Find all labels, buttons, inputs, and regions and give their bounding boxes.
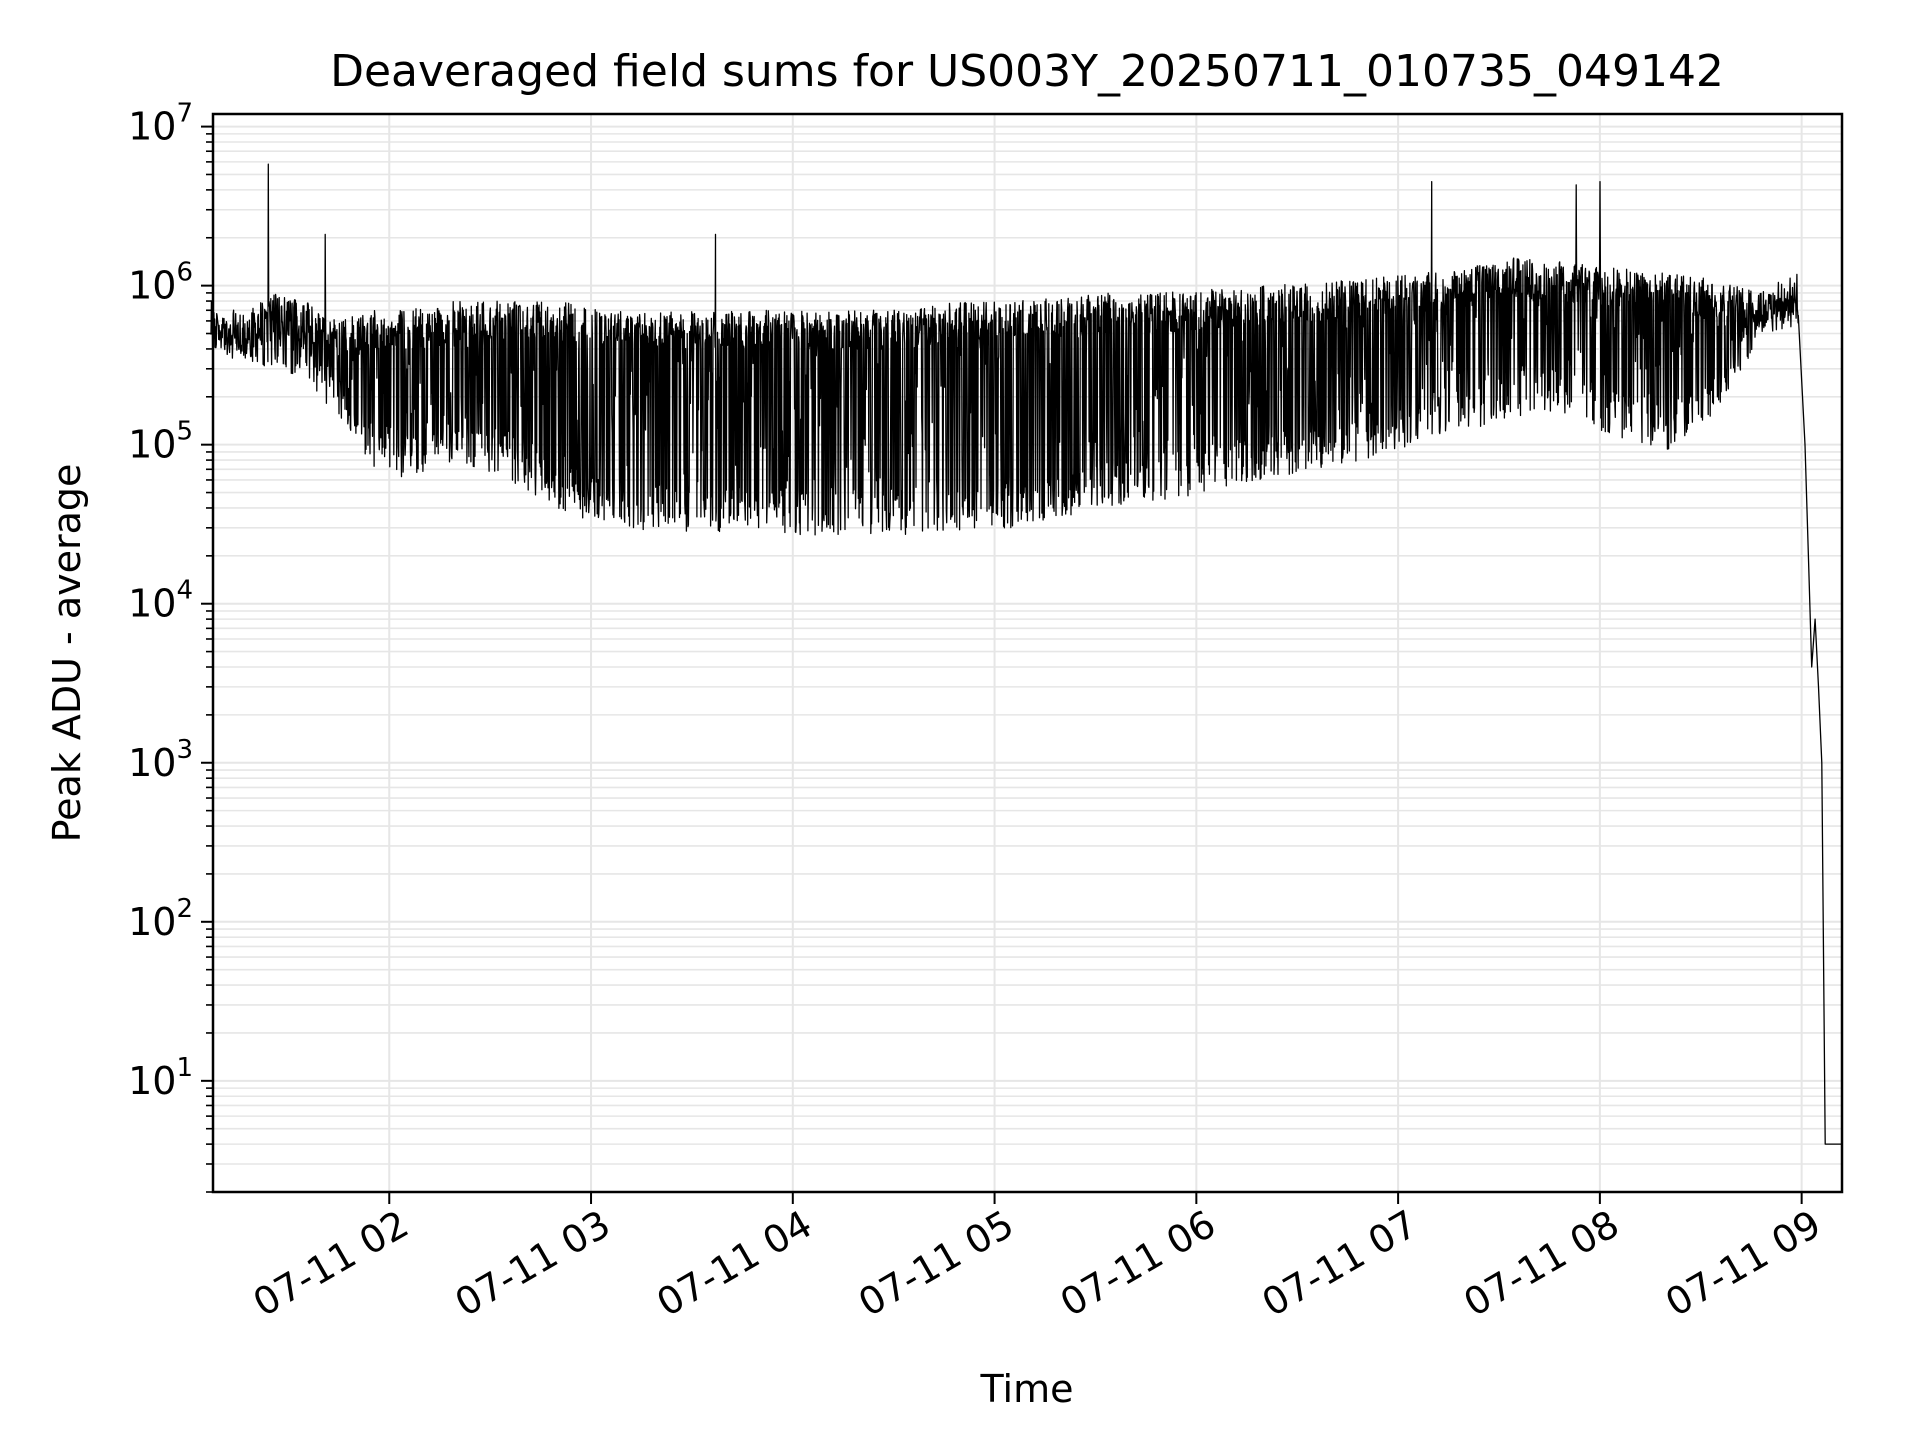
y-tick-label: 103 [128, 735, 193, 785]
y-tick-exponent: 6 [176, 258, 193, 288]
y-tick-base: 10 [128, 423, 176, 467]
y-tick-label: 105 [128, 417, 193, 467]
y-tick-label: 101 [128, 1053, 193, 1103]
y-tick-base: 10 [128, 582, 176, 626]
y-tick-base: 10 [128, 105, 176, 149]
y-tick-label: 107 [128, 99, 193, 149]
plot-frame [211, 112, 1844, 1194]
data-series-line [210, 163, 1842, 1145]
y-tick-exponent: 2 [176, 894, 193, 924]
y-tick-base: 10 [128, 900, 176, 944]
y-tick-exponent: 5 [176, 417, 193, 447]
y-tick-label: 106 [128, 258, 193, 308]
y-tick-exponent: 4 [176, 576, 193, 606]
y-axis-label: Peak ADU - average [45, 464, 89, 843]
y-tick-label: 104 [128, 576, 193, 626]
x-axis-label: Time [980, 1367, 1074, 1411]
chart-title: Deaveraged field sums for US003Y_2025071… [330, 46, 1724, 97]
y-tick-base: 10 [128, 1059, 176, 1103]
y-tick-base: 10 [128, 741, 176, 785]
y-tick-exponent: 1 [176, 1053, 193, 1083]
y-tick-exponent: 7 [176, 99, 193, 129]
y-tick-label: 102 [128, 894, 193, 944]
y-tick-exponent: 3 [176, 735, 193, 765]
y-tick-base: 10 [128, 264, 176, 308]
